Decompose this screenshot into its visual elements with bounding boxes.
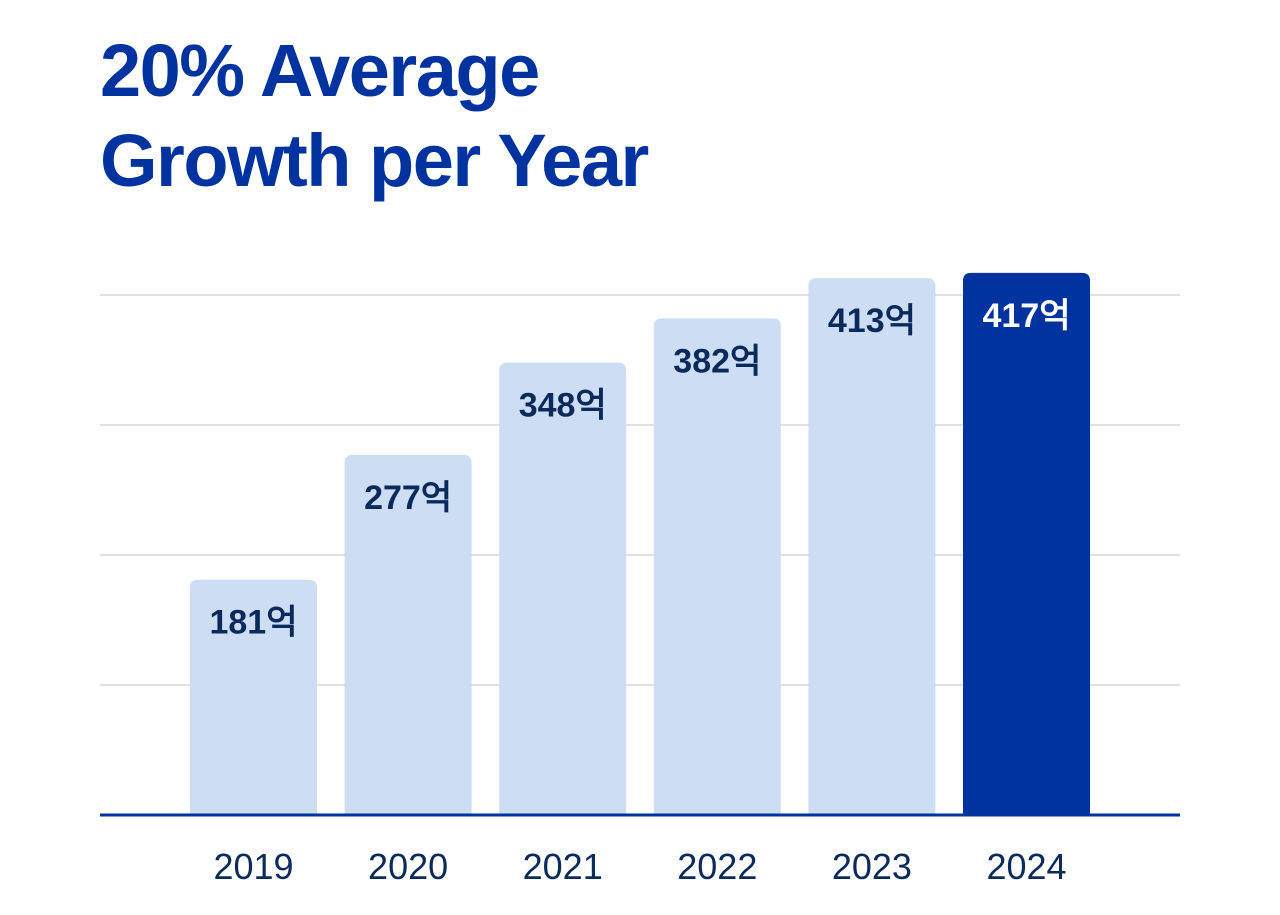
bar-2019 — [190, 579, 317, 815]
x-tick-2024: 2024 — [986, 846, 1066, 887]
bar-2022 — [653, 318, 781, 815]
x-tick-2021: 2021 — [523, 846, 603, 887]
x-tick-2023: 2023 — [832, 846, 912, 887]
chart-title-line-2: Growth per Year — [100, 119, 649, 202]
data-label-2023: 413억 — [828, 302, 916, 340]
x-tick-2022: 2022 — [677, 846, 757, 887]
bar-2021 — [499, 362, 627, 815]
data-label-2024: 417억 — [982, 297, 1070, 335]
bar-2020 — [344, 454, 472, 815]
chart-title: 20% Average Growth per Year — [100, 26, 649, 206]
x-tick-2020: 2020 — [368, 846, 448, 887]
bar-2023 — [808, 278, 936, 816]
x-tick-2019: 2019 — [213, 846, 293, 887]
data-label-2020: 277억 — [364, 479, 452, 517]
chart-title-line-1: 20% Average — [100, 29, 540, 112]
bar-2024 — [963, 272, 1090, 815]
data-label-2021: 348억 — [519, 387, 607, 425]
data-label-2019: 181억 — [209, 604, 297, 642]
data-label-2022: 382억 — [673, 342, 761, 380]
